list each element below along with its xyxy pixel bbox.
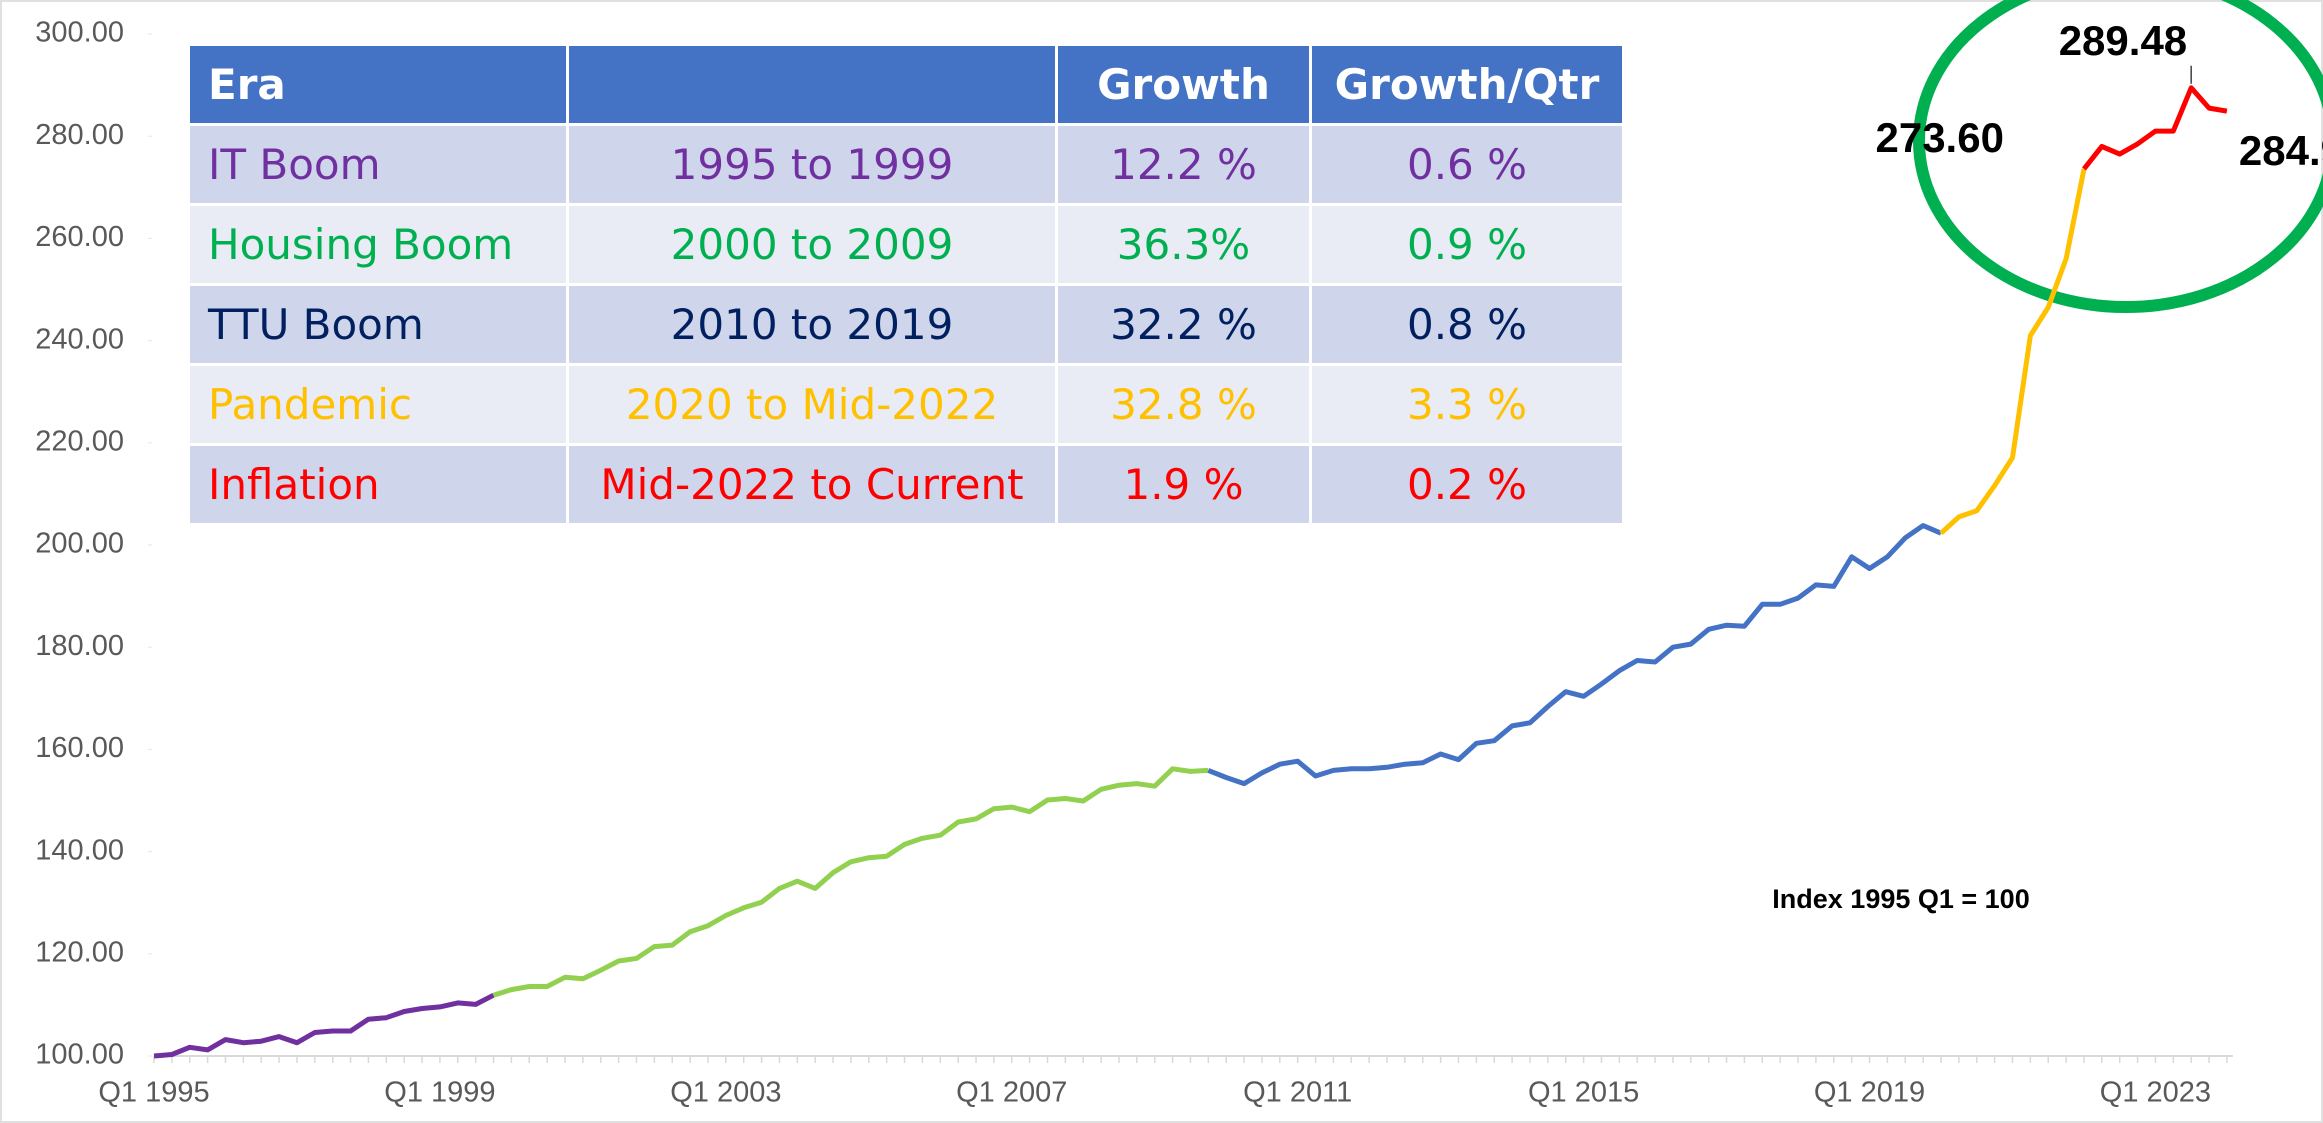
header-cell: Growth <box>1055 43 1312 126</box>
table-row: Housing Boom 2000 to 2009 36.3% 0.9 % <box>187 203 1625 286</box>
y-tick-label: 200.00 <box>35 528 124 560</box>
x-tick-label: Q1 1995 <box>98 1077 209 1109</box>
line-series <box>1939 168 2087 536</box>
table-cell: 0.9 % <box>1309 203 1625 286</box>
table-cell: IT Boom <box>187 123 569 206</box>
table-cell: 12.2 % <box>1055 123 1312 206</box>
data-label: 289.48 <box>2059 17 2187 64</box>
table-cell: Mid-2022 to Current <box>566 443 1058 526</box>
data-label: 273.60 <box>1875 114 2003 161</box>
x-tick-label: Q1 2015 <box>1528 1077 1639 1109</box>
table-cell: 32.2 % <box>1055 283 1312 366</box>
line-series <box>492 766 1209 998</box>
table-cell: 2000 to 2009 <box>566 203 1058 286</box>
x-tick-label: Q1 2007 <box>956 1077 1067 1109</box>
table-cell: 0.8 % <box>1309 283 1625 366</box>
table-cell: 1.9 % <box>1055 443 1312 526</box>
data-label: 284.92 <box>2239 127 2323 174</box>
table-cell: 2010 to 2019 <box>566 283 1058 366</box>
table-cell: 0.2 % <box>1309 443 1625 526</box>
y-tick-label: 300.00 <box>35 17 124 49</box>
table-cell: Housing Boom <box>187 203 569 286</box>
table-cell: 0.6 % <box>1309 123 1625 206</box>
x-tick-label: Q1 2011 <box>1243 1077 1352 1109</box>
table-row: IT Boom 1995 to 1999 12.2 % 0.6 % <box>187 123 1625 206</box>
header-cell: Growth/Qtr <box>1309 43 1625 126</box>
table-cell: 1995 to 1999 <box>566 123 1058 206</box>
y-tick-label: 180.00 <box>35 630 124 662</box>
y-tick-label: 280.00 <box>35 119 124 151</box>
x-tick-label: Q1 2023 <box>2100 1077 2211 1109</box>
header-cell: Era <box>187 43 569 126</box>
y-tick-label: 100.00 <box>35 1039 124 1071</box>
y-tick-label: 160.00 <box>35 732 124 764</box>
header-cell <box>566 43 1058 126</box>
table-cell: 3.3 % <box>1309 363 1625 446</box>
line-series <box>1207 523 1942 787</box>
table-cell: 2020 to Mid-2022 <box>566 363 1058 446</box>
y-tick-label: 220.00 <box>35 425 124 457</box>
line-series <box>2082 85 2228 171</box>
table-cell: TTU Boom <box>187 283 569 366</box>
table-cell: 32.8 % <box>1055 363 1312 446</box>
y-tick-label: 120.00 <box>35 936 124 968</box>
annotation: Index 1995 Q1 = 100 <box>1772 884 2029 914</box>
y-tick-label: 240.00 <box>35 323 124 355</box>
x-tick-label: Q1 2003 <box>670 1077 781 1109</box>
era-table: Era Growth Growth/Qtr IT Boom 1995 to 199… <box>187 43 1625 526</box>
y-tick-label: 260.00 <box>35 221 124 253</box>
table-cell: Inflation <box>187 443 569 526</box>
highlight-circle <box>1913 0 2323 313</box>
table-row: TTU Boom 2010 to 2019 32.2 % 0.8 % <box>187 283 1625 366</box>
table-cell: Pandemic <box>187 363 569 446</box>
y-tick-label: 140.00 <box>35 834 124 866</box>
table-header: Era Growth Growth/Qtr <box>187 43 1625 126</box>
line-series <box>153 992 495 1059</box>
x-tick-label: Q1 1999 <box>384 1077 495 1109</box>
table-row: Pandemic 2020 to Mid-2022 32.8 % 3.3 % <box>187 363 1625 446</box>
x-tick-label: Q1 2019 <box>1814 1077 1925 1109</box>
table-row: Inflation Mid-2022 to Current 1.9 % 0.2 % <box>187 443 1625 526</box>
table-cell: 36.3% <box>1055 203 1312 286</box>
